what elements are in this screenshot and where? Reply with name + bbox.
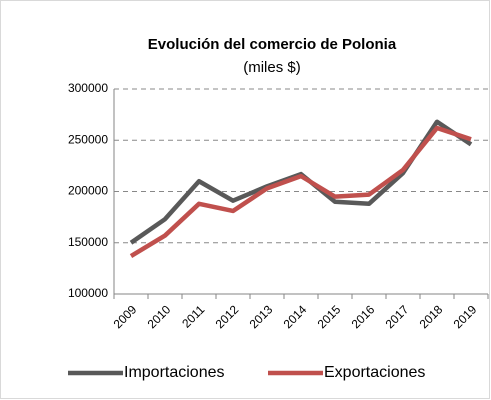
series-line bbox=[129, 125, 472, 259]
legend-label: Exportaciones bbox=[324, 364, 425, 381]
y-tick-label: 100000 bbox=[68, 286, 108, 300]
y-tick-label: 300000 bbox=[68, 81, 108, 95]
y-tick-label: 250000 bbox=[68, 132, 108, 146]
legend-label: Importaciones bbox=[124, 364, 225, 381]
chart-title: Evolución del comercio de Polonia bbox=[148, 36, 397, 53]
y-tick-label: 150000 bbox=[68, 235, 108, 249]
y-tick-label: 200000 bbox=[68, 184, 108, 198]
chart-subtitle: (miles $) bbox=[243, 59, 301, 76]
